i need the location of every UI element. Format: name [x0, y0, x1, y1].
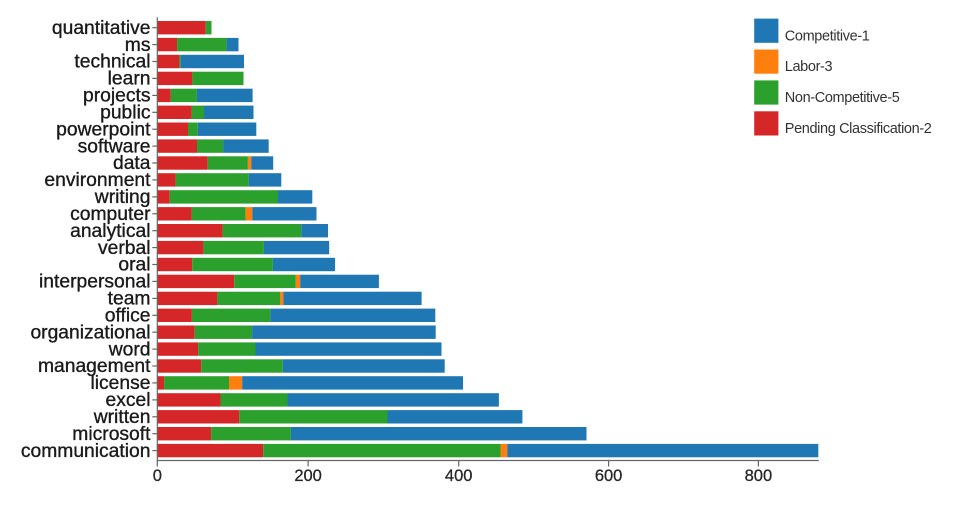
svg-text:Competitive-1: Competitive-1 [785, 28, 870, 44]
svg-text:word: word [108, 339, 151, 360]
svg-text:public: public [100, 103, 151, 124]
svg-text:writing: writing [94, 187, 151, 208]
svg-text:400: 400 [445, 467, 473, 485]
svg-text:powerpoint: powerpoint [56, 119, 151, 140]
svg-text:analytical: analytical [70, 221, 150, 242]
svg-text:learn: learn [108, 69, 151, 90]
svg-text:environment: environment [44, 170, 151, 191]
svg-text:600: 600 [595, 467, 623, 485]
svg-text:quantitative: quantitative [52, 18, 151, 39]
svg-text:verbal: verbal [98, 238, 151, 259]
svg-text:management: management [38, 356, 151, 377]
svg-text:projects: projects [83, 86, 151, 107]
svg-text:oral: oral [118, 255, 150, 276]
svg-text:technical: technical [74, 52, 150, 73]
svg-text:microsoft: microsoft [72, 424, 151, 445]
svg-text:excel: excel [105, 390, 150, 411]
svg-text:200: 200 [294, 467, 322, 485]
svg-text:license: license [90, 373, 150, 394]
svg-text:communication: communication [21, 441, 151, 462]
svg-text:organizational: organizational [30, 322, 150, 343]
svg-text:data: data [113, 153, 151, 174]
svg-text:team: team [108, 289, 151, 310]
svg-text:written: written [93, 407, 151, 428]
svg-text:800: 800 [745, 467, 773, 485]
svg-text:office: office [105, 306, 151, 327]
svg-text:Pending Classification-2: Pending Classification-2 [785, 121, 932, 137]
svg-text:interpersonal: interpersonal [39, 272, 150, 293]
svg-text:0: 0 [153, 467, 162, 485]
svg-text:Labor-3: Labor-3 [785, 59, 833, 75]
svg-text:Non-Competitive-5: Non-Competitive-5 [785, 90, 900, 106]
svg-text:computer: computer [70, 204, 151, 225]
svg-text:ms: ms [125, 35, 151, 56]
svg-text:software: software [78, 136, 151, 157]
